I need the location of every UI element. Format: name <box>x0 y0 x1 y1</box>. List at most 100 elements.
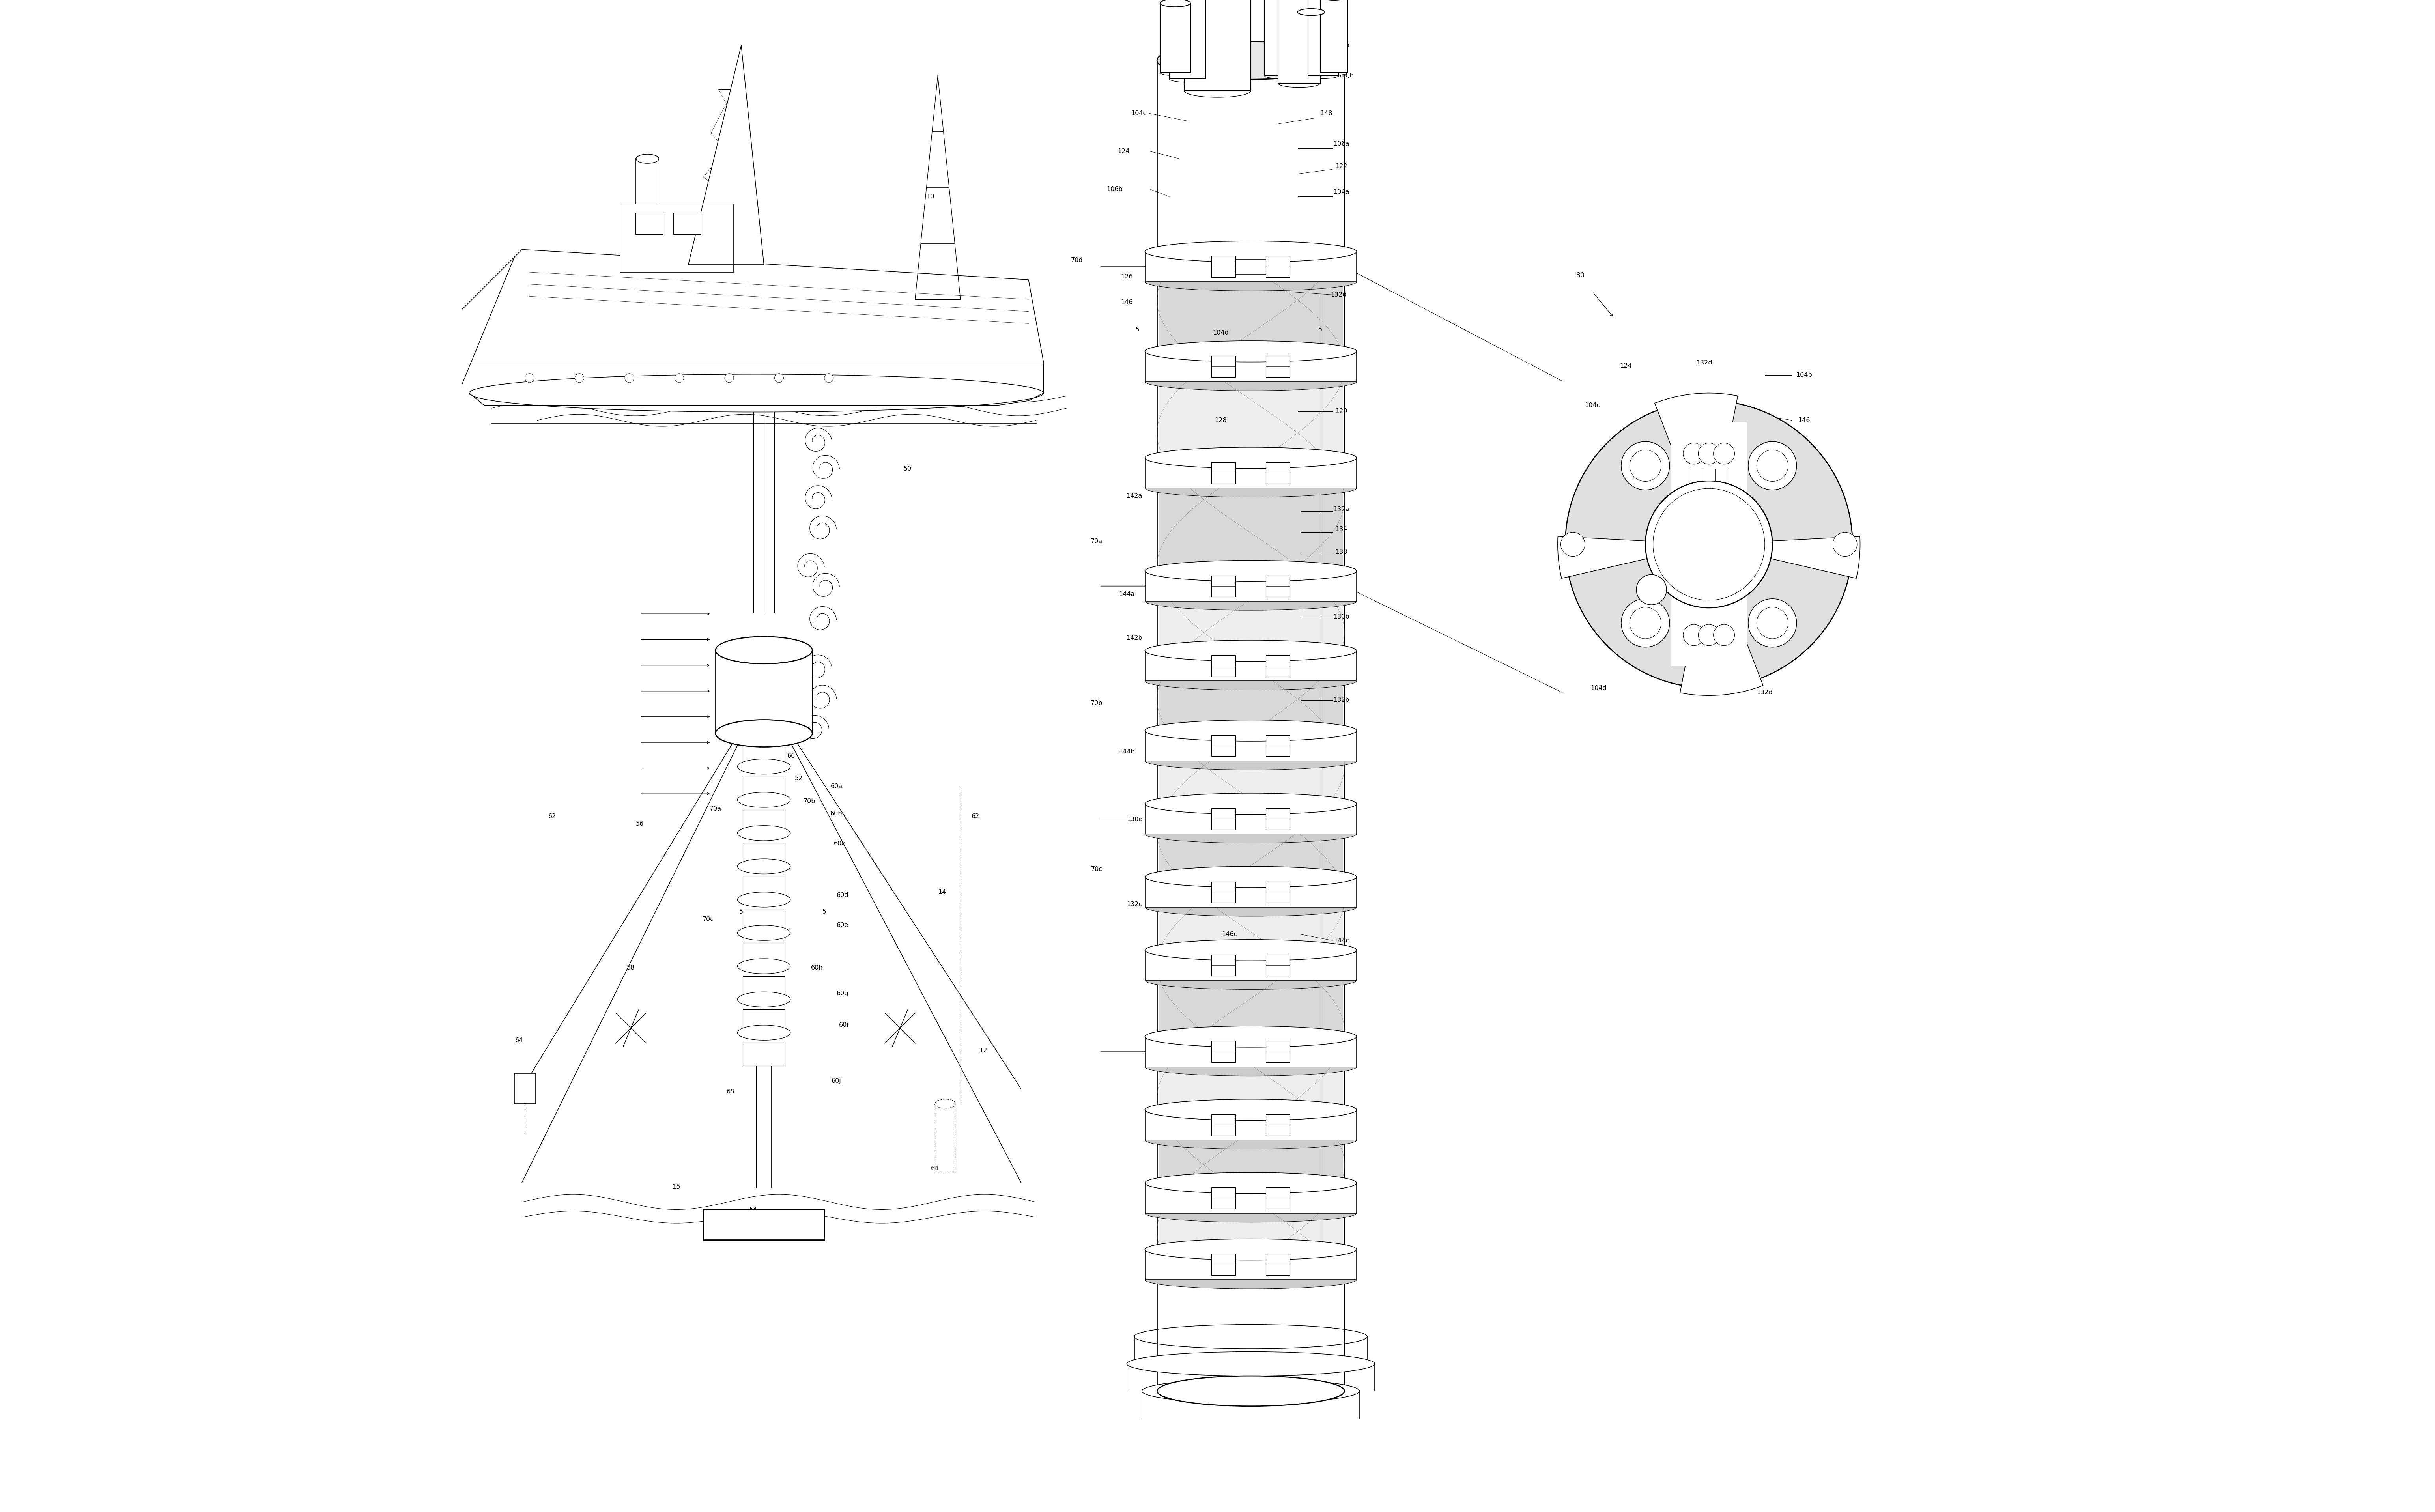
Text: 60b: 60b <box>830 810 843 816</box>
Circle shape <box>726 373 733 383</box>
Ellipse shape <box>738 925 791 940</box>
Ellipse shape <box>1144 1204 1356 1222</box>
Ellipse shape <box>1278 79 1320 88</box>
Ellipse shape <box>1159 0 1191 8</box>
Text: 132c: 132c <box>1127 901 1142 907</box>
Text: 110a: 110a <box>1232 265 1249 271</box>
Circle shape <box>1756 608 1787 638</box>
Text: 106a: 106a <box>1334 141 1349 147</box>
Bar <box>1213 655 1235 676</box>
Text: 70b: 70b <box>1091 700 1103 706</box>
Ellipse shape <box>1144 479 1356 497</box>
Wedge shape <box>1656 393 1739 544</box>
Ellipse shape <box>738 726 791 741</box>
Ellipse shape <box>1157 1376 1344 1406</box>
Ellipse shape <box>738 792 791 807</box>
Text: 126: 126 <box>1120 274 1132 280</box>
Bar <box>1266 463 1291 484</box>
Ellipse shape <box>1144 593 1356 611</box>
Bar <box>1213 1253 1235 1275</box>
Ellipse shape <box>1298 9 1325 15</box>
Bar <box>1213 1042 1235 1063</box>
Text: 60e: 60e <box>838 922 847 928</box>
Bar <box>1213 735 1235 756</box>
Ellipse shape <box>1144 751 1356 770</box>
Text: 70a: 70a <box>709 806 721 812</box>
Bar <box>743 777 784 800</box>
Text: 58: 58 <box>626 965 636 971</box>
Polygon shape <box>470 249 1045 363</box>
Bar <box>514 1074 536 1104</box>
Text: 60h: 60h <box>811 965 823 971</box>
Bar <box>1266 1114 1291 1136</box>
Ellipse shape <box>738 1025 791 1040</box>
Bar <box>1144 804 1356 835</box>
Bar <box>1213 1187 1235 1208</box>
Bar <box>1144 1110 1356 1140</box>
Bar <box>1159 473 1344 587</box>
Ellipse shape <box>1144 640 1356 661</box>
Bar <box>1159 3 1191 73</box>
Text: 64: 64 <box>514 1037 524 1043</box>
Text: 124: 124 <box>1118 148 1130 154</box>
Ellipse shape <box>738 959 791 974</box>
Text: 62: 62 <box>548 813 555 820</box>
Text: 130b: 130b <box>1334 614 1349 620</box>
Text: 104d: 104d <box>1213 330 1230 336</box>
Bar <box>1169 0 1205 79</box>
Ellipse shape <box>1159 70 1191 76</box>
Circle shape <box>1566 401 1853 688</box>
Circle shape <box>526 373 533 383</box>
Ellipse shape <box>1144 939 1356 960</box>
Bar <box>1213 576 1235 597</box>
Bar <box>716 650 813 733</box>
Text: 60i: 60i <box>840 1022 850 1028</box>
Wedge shape <box>1558 537 1709 578</box>
Ellipse shape <box>738 826 791 841</box>
Text: 126: 126 <box>1578 503 1590 510</box>
Text: 104c: 104c <box>1585 402 1600 408</box>
Text: 14: 14 <box>937 889 947 895</box>
Bar <box>1298 12 1325 70</box>
Text: 132a: 132a <box>1334 507 1349 513</box>
Ellipse shape <box>1144 1131 1356 1149</box>
Text: 70b: 70b <box>804 798 816 804</box>
Ellipse shape <box>1144 1172 1356 1193</box>
Ellipse shape <box>716 637 813 664</box>
Circle shape <box>1756 451 1787 481</box>
Text: 142b: 142b <box>1127 635 1142 641</box>
Bar <box>636 159 657 204</box>
Bar <box>1144 650 1356 680</box>
Bar <box>1266 1042 1291 1063</box>
Text: 12: 12 <box>979 1048 986 1054</box>
Ellipse shape <box>1144 826 1356 844</box>
Circle shape <box>1653 488 1765 600</box>
Polygon shape <box>470 363 1045 405</box>
Ellipse shape <box>716 720 813 747</box>
Text: 70d: 70d <box>1071 257 1084 263</box>
Text: 124: 124 <box>1619 363 1631 369</box>
Text: 104b: 104b <box>1797 372 1812 378</box>
Ellipse shape <box>1320 70 1347 76</box>
Bar <box>1144 950 1356 980</box>
Bar <box>1144 1037 1356 1067</box>
Ellipse shape <box>738 759 791 774</box>
Bar <box>1159 366 1344 473</box>
Bar <box>1213 256 1235 277</box>
Circle shape <box>1629 608 1661 638</box>
Text: 140: 140 <box>1334 485 1347 491</box>
Ellipse shape <box>1144 971 1356 989</box>
Bar <box>1159 665 1344 745</box>
Circle shape <box>1646 481 1773 608</box>
Bar <box>1702 469 1714 481</box>
Bar <box>1266 809 1291 830</box>
Bar <box>1266 954 1291 975</box>
Text: 132d: 132d <box>1756 689 1773 696</box>
Ellipse shape <box>1144 272 1356 290</box>
Bar <box>1144 251 1356 281</box>
Text: 134: 134 <box>1334 526 1347 532</box>
Text: 148: 148 <box>1320 110 1332 116</box>
Bar <box>1159 266 1344 366</box>
Bar <box>743 1043 784 1066</box>
Bar <box>1144 351 1356 381</box>
